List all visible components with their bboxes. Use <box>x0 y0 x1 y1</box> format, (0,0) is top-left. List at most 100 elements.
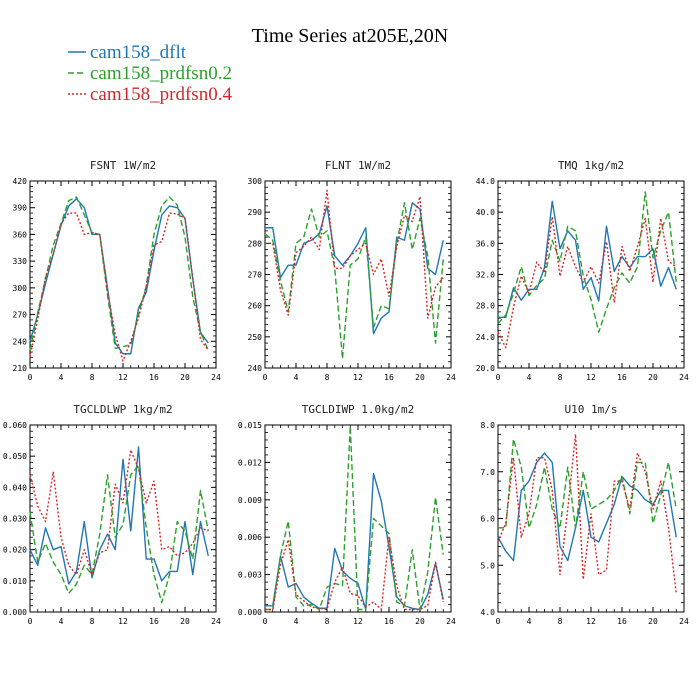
panels: FSNT 1W/m20 4 8 12 16 20 242102402703003303603… <box>3 159 689 626</box>
x-tick-label-0-3: 12 <box>118 373 128 382</box>
x-tick-label-4-2: 8 <box>325 617 330 626</box>
x-tick-label-1-3: 12 <box>353 373 363 382</box>
chart-panel-3: TGCLDLWP 1kg/m2 0 4 8 12 16 20 24 0.000 0.010 0.02… <box>3 403 221 626</box>
x-tick-label-2-0: 0 <box>496 373 501 382</box>
y-tick-label-0-1: 240 <box>13 337 28 346</box>
x-tick-label-1-0: 0 <box>263 373 268 382</box>
x-tick-label-5-6: 24 <box>679 617 689 626</box>
y-tick-label-4-1: 0.003 <box>238 571 262 580</box>
x-tick-label-0-4: 16 <box>149 373 159 382</box>
y-tick-label-3-6: 0.060 <box>3 421 27 430</box>
series-line-4-2 <box>265 536 444 611</box>
series-line-1-1 <box>264 202 444 360</box>
y-tick-label-2-6: 44.0 <box>476 177 495 186</box>
legend-label-0: cam158_dflt <box>90 42 187 63</box>
x-tick-label-3-0: 0 <box>28 617 33 626</box>
figure-title: Time Series at205E,20N <box>252 25 448 47</box>
y-tick-label-0-4: 330 <box>13 257 28 266</box>
x-tick-label-2-2: 8 <box>558 373 563 382</box>
y-tick-label-0-0: 210 <box>13 364 28 373</box>
plot-frame-0 <box>29 180 217 369</box>
x-tick-label-5-3: 12 <box>586 617 596 626</box>
panel-title-0: FSNT 1W/m2 <box>90 159 156 172</box>
x-tick-label-0-5: 20 <box>180 373 190 382</box>
series-line-2-0 <box>498 200 677 319</box>
y-tick-label-4-2: 0.006 <box>238 533 262 542</box>
y-tick-label-3-2: 0.020 <box>3 546 27 555</box>
y-tick-label-3-3: 0.030 <box>3 515 27 524</box>
y-tick-label-2-0: 20.0 <box>476 364 495 373</box>
y-tick-label-1-5: 290 <box>248 208 263 217</box>
y-tick-label-3-0: 0.000 <box>3 608 27 617</box>
x-tick-label-3-3: 12 <box>118 617 128 626</box>
x-tick-label-1-6: 24 <box>446 373 456 382</box>
y-tick-label-0-5: 360 <box>13 230 28 239</box>
y-tick-label-0-7: 420 <box>13 177 28 186</box>
x-tick-label-5-0: 0 <box>496 617 501 626</box>
panel-title-5: U10 1m/s <box>565 403 618 416</box>
y-tick-label-5-3: 7.0 <box>481 468 496 477</box>
y-tick-label-1-3: 270 <box>248 271 263 280</box>
x-tick-label-4-4: 16 <box>384 617 394 626</box>
series-line-5-2 <box>497 433 677 594</box>
y-tick-label-1-6: 300 <box>248 177 263 186</box>
x-tick-label-2-3: 12 <box>586 373 596 382</box>
chart-panel-5: U10 1m/s 0 4 8 12 16 20 24 4.0 5.0 6.0 7.0 8.0 <box>481 403 689 626</box>
y-tick-label-1-1: 250 <box>248 333 263 342</box>
x-tick-label-3-4: 16 <box>149 617 159 626</box>
y-tick-label-4-3: 0.009 <box>238 496 262 505</box>
series-line-3-0 <box>29 446 209 585</box>
y-tick-label-3-5: 0.050 <box>3 452 27 461</box>
series-line-1-2 <box>265 189 444 319</box>
chart-panel-1: FLNT 1W/m2 0 4 8 12 16 20 24 240 250 260 270 280 290 3… <box>248 159 456 382</box>
y-tick-label-2-1: 24.0 <box>476 333 495 342</box>
series-line-5-1 <box>498 438 677 529</box>
x-tick-label-5-1: 4 <box>527 617 532 626</box>
chart-panel-4: TGCLDIWP 1.0kg/m2 0 4 8 12 16 20 24 0.000 0.003 0.… <box>238 403 456 626</box>
y-tick-label-5-1: 5.0 <box>481 561 496 570</box>
x-tick-label-2-1: 4 <box>527 373 532 382</box>
series-line-3-1 <box>29 464 209 604</box>
x-tick-label-2-6: 24 <box>679 373 689 382</box>
y-tick-label-1-4: 280 <box>248 239 263 248</box>
legend-label-1: cam158_prdfsn0.2 <box>90 63 232 84</box>
x-tick-label-2-4: 16 <box>617 373 627 382</box>
y-tick-label-3-1: 0.010 <box>3 577 27 586</box>
panel-title-3: TGCLDLWP 1kg/m2 <box>73 403 172 416</box>
panel-title-2: TMQ 1kg/m2 <box>558 159 624 172</box>
y-tick-label-3-4: 0.040 <box>3 483 27 492</box>
series-line-4-0 <box>265 472 444 611</box>
y-tick-label-0-2: 270 <box>13 311 28 320</box>
series-line-5-0 <box>497 452 677 562</box>
x-tick-label-1-4: 16 <box>384 373 394 382</box>
legend-label-2: cam158_prdfsn0.4 <box>90 84 232 105</box>
x-tick-label-4-1: 4 <box>294 617 299 626</box>
y-tick-label-2-2: 28.0 <box>476 302 495 311</box>
panel-title-4: TGCLDIWP 1.0kg/m2 <box>302 403 415 416</box>
y-tick-label-0-3: 300 <box>13 284 28 293</box>
x-tick-label-1-1: 4 <box>294 373 299 382</box>
x-tick-label-4-6: 24 <box>446 617 456 626</box>
series-line-0-1 <box>29 196 209 351</box>
y-tick-label-5-4: 8.0 <box>481 421 496 430</box>
y-tick-label-2-4: 36.0 <box>476 239 495 248</box>
series-line-3-2 <box>29 449 209 576</box>
x-tick-label-4-5: 20 <box>415 617 425 626</box>
x-tick-label-0-2: 8 <box>90 373 95 382</box>
x-tick-label-3-1: 4 <box>59 617 64 626</box>
y-tick-label-2-5: 40.0 <box>476 208 495 217</box>
x-tick-label-0-6: 24 <box>211 373 221 382</box>
y-tick-label-2-3: 32.0 <box>476 271 495 280</box>
plot-frame-2 <box>497 180 685 369</box>
x-tick-label-4-0: 0 <box>263 617 268 626</box>
panel-title-1: FLNT 1W/m2 <box>325 159 391 172</box>
y-tick-label-1-0: 240 <box>248 364 263 373</box>
x-tick-label-0-1: 4 <box>59 373 64 382</box>
y-tick-label-4-5: 0.015 <box>238 421 262 430</box>
x-tick-label-5-5: 20 <box>648 617 658 626</box>
x-tick-label-5-2: 8 <box>558 617 563 626</box>
x-tick-label-1-2: 8 <box>325 373 330 382</box>
series-line-2-2 <box>497 216 677 349</box>
series-line-0-2 <box>29 212 209 362</box>
